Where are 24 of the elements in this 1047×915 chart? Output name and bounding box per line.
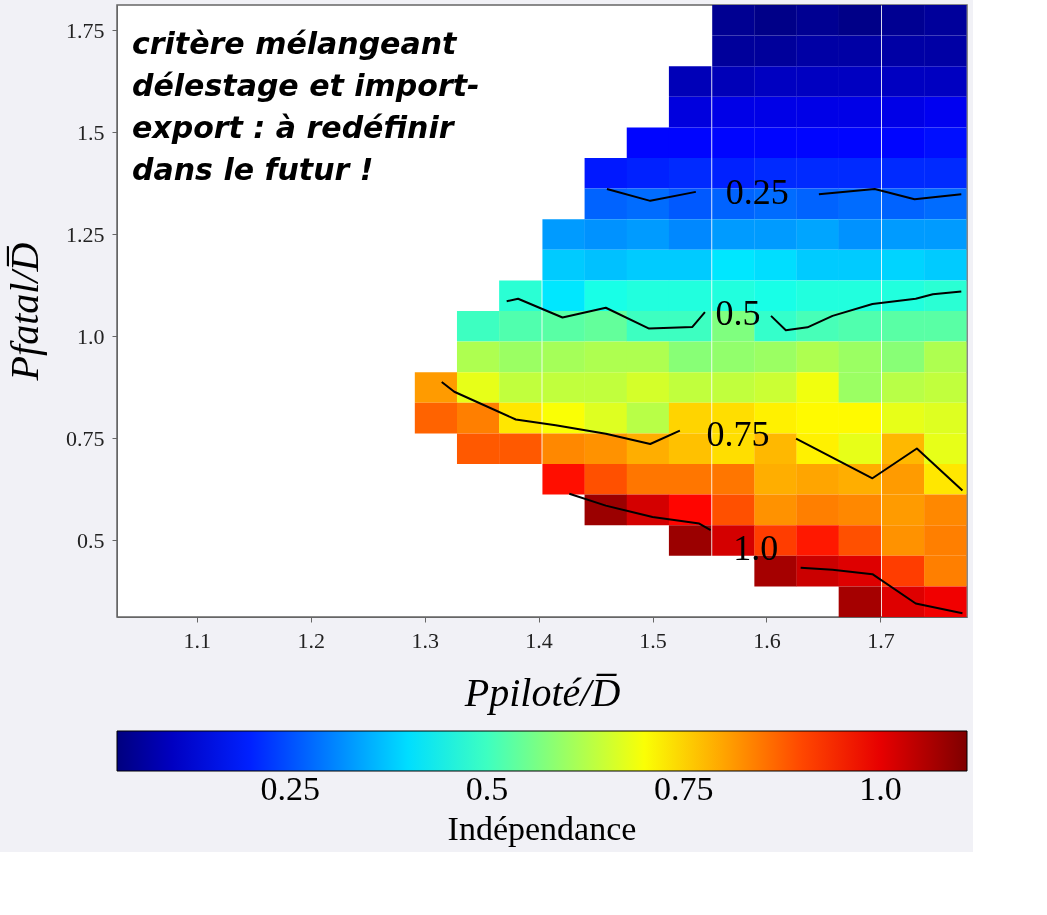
x-tick-label: 1.7 (867, 627, 895, 653)
color-bar-label: 0.5 (465, 770, 509, 807)
x-tick-label: 1.4 (525, 627, 553, 653)
color-bar-label: 1.0 (859, 770, 902, 807)
y-tick-label: 1.5 (77, 119, 105, 145)
y-tick-label: 1.0 (77, 323, 105, 349)
x-tick-label: 1.5 (639, 627, 667, 653)
y-tick-label: 1.25 (66, 221, 105, 247)
x-tick-label: 1.3 (411, 627, 439, 653)
annotation: 1.0 (733, 527, 779, 568)
x-axis-title: Ppiloté/D̅ (463, 669, 621, 715)
color-bar-label: 0.75 (653, 770, 714, 807)
y-tick-label: 1.75 (66, 17, 105, 43)
y-tick-label: 0.5 (77, 527, 105, 553)
x-tick-label: 1.2 (297, 627, 325, 653)
color-bar-label: 0.25 (260, 770, 320, 807)
y-axis-title: Pfatal/D̅ (2, 242, 47, 382)
annotation: 0.5 (715, 293, 761, 334)
annotation: critère mélangeant délestage et import- export : à redéfinir dans le futur ! (132, 26, 480, 187)
x-tick-label: 1.1 (183, 627, 212, 653)
annotation: 0.25 (725, 172, 789, 213)
y-tick-label: 0.75 (66, 425, 105, 451)
x-tick-label: 1.6 (753, 627, 781, 653)
color-bar-title: Indépendance (447, 810, 637, 847)
